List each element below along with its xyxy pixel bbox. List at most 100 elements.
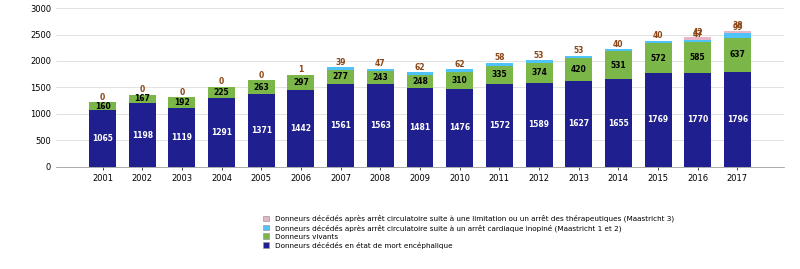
Bar	[208, 98, 235, 167]
Bar	[645, 73, 671, 167]
Bar	[129, 103, 156, 167]
Text: 53: 53	[574, 46, 584, 55]
Text: 62: 62	[454, 60, 465, 69]
Bar	[327, 70, 354, 84]
Bar	[605, 51, 632, 79]
Bar	[684, 73, 711, 167]
Bar	[526, 83, 553, 167]
Bar	[248, 94, 274, 167]
Bar	[169, 97, 195, 108]
Text: 0: 0	[100, 93, 106, 102]
Bar	[566, 58, 592, 81]
Bar	[406, 75, 434, 89]
Bar	[684, 40, 711, 42]
Text: 585: 585	[690, 53, 706, 62]
Legend: Donneurs décédés après arrêt circulatoire suite à une limitation ou un arrêt des: Donneurs décédés après arrêt circulatoir…	[263, 215, 674, 249]
Text: 1561: 1561	[330, 121, 351, 130]
Text: 160: 160	[94, 102, 110, 111]
Text: 1198: 1198	[132, 130, 153, 140]
Bar	[566, 56, 592, 58]
Bar	[327, 84, 354, 167]
Bar	[486, 63, 513, 66]
Text: 263: 263	[254, 83, 269, 92]
Bar	[129, 95, 156, 103]
Bar	[287, 90, 314, 167]
Text: 1291: 1291	[211, 128, 232, 137]
Text: 1: 1	[298, 65, 303, 74]
Text: 1589: 1589	[529, 120, 550, 129]
Bar	[566, 81, 592, 167]
Text: 1119: 1119	[171, 133, 193, 142]
Bar	[684, 37, 711, 40]
Bar	[724, 38, 751, 72]
Text: 39: 39	[335, 58, 346, 67]
Text: 297: 297	[293, 78, 309, 87]
Text: 243: 243	[373, 73, 388, 82]
Text: 420: 420	[571, 65, 586, 74]
Text: 53: 53	[534, 51, 544, 60]
Text: 1627: 1627	[568, 119, 590, 128]
Text: 47: 47	[693, 30, 703, 39]
Text: 0: 0	[219, 77, 224, 86]
Bar	[89, 111, 116, 167]
Text: 99: 99	[732, 23, 742, 32]
Bar	[684, 42, 711, 73]
Text: 0: 0	[179, 88, 185, 97]
Text: 1796: 1796	[727, 115, 748, 124]
Text: 1481: 1481	[410, 123, 430, 132]
Text: 1572: 1572	[489, 121, 510, 130]
Bar	[526, 63, 553, 83]
Bar	[367, 69, 394, 71]
Bar	[367, 84, 394, 167]
Text: 38: 38	[732, 22, 742, 30]
Text: 42: 42	[693, 28, 703, 37]
Text: 374: 374	[531, 68, 547, 77]
Bar	[724, 72, 751, 167]
Bar	[406, 89, 434, 167]
Text: 335: 335	[491, 70, 507, 79]
Bar	[486, 84, 513, 167]
Bar	[446, 72, 473, 89]
Bar	[605, 79, 632, 167]
Bar	[89, 102, 116, 111]
Text: 1476: 1476	[449, 123, 470, 132]
Text: 1563: 1563	[370, 121, 390, 130]
Text: 1371: 1371	[250, 126, 272, 135]
Text: 58: 58	[494, 54, 505, 62]
Bar	[169, 108, 195, 167]
Bar	[248, 80, 274, 94]
Text: 47: 47	[375, 59, 386, 68]
Bar	[645, 43, 671, 73]
Bar	[724, 33, 751, 38]
Text: 40: 40	[613, 40, 624, 49]
Text: 1770: 1770	[687, 115, 708, 125]
Text: 637: 637	[730, 50, 746, 59]
Text: 1442: 1442	[290, 124, 311, 133]
Bar	[446, 69, 473, 72]
Text: 531: 531	[610, 61, 626, 70]
Text: 1769: 1769	[647, 115, 669, 125]
Bar	[645, 41, 671, 43]
Bar	[287, 75, 314, 90]
Bar	[446, 89, 473, 167]
Text: 0: 0	[140, 85, 145, 94]
Bar	[208, 87, 235, 98]
Bar	[526, 60, 553, 63]
Text: 572: 572	[650, 54, 666, 63]
Text: 62: 62	[414, 63, 426, 72]
Bar	[486, 66, 513, 84]
Text: 277: 277	[333, 72, 349, 81]
Bar	[605, 49, 632, 51]
Bar	[367, 71, 394, 84]
Text: 0: 0	[258, 71, 264, 80]
Text: 248: 248	[412, 77, 428, 86]
Bar	[327, 68, 354, 70]
Text: 310: 310	[452, 76, 467, 85]
Bar	[724, 31, 751, 33]
Text: 167: 167	[134, 94, 150, 104]
Text: 40: 40	[653, 31, 663, 40]
Text: 225: 225	[214, 88, 230, 97]
Bar	[406, 72, 434, 75]
Text: 192: 192	[174, 98, 190, 107]
Text: 1065: 1065	[92, 134, 113, 143]
